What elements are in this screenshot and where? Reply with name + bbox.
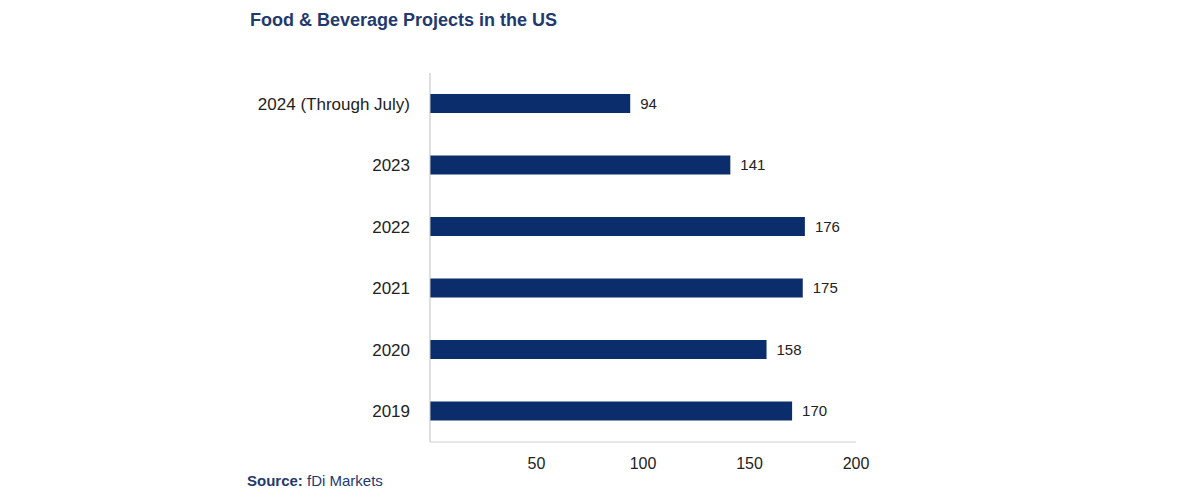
svg-text:158: 158 [777,341,802,358]
html-text:Food & Beverage Projects in th: Food & Beverage Projects in the US [250,10,558,30]
svg-text:2019: 2019 [372,402,410,421]
svg-text:150: 150 [736,455,763,472]
svg-text:2023: 2023 [372,156,410,175]
svg-text:94: 94 [640,95,657,112]
svg-text:170: 170 [802,402,827,419]
svg-text:2022: 2022 [372,218,410,237]
svg-text:2021: 2021 [372,279,410,298]
svg-text:141: 141 [740,156,765,173]
svg-text:2020: 2020 [372,341,410,360]
svg-text:175: 175 [813,279,838,296]
svg-text:2024 (Through July): 2024 (Through July) [258,95,410,114]
svg-text:50: 50 [528,455,546,472]
html-text:Source: fDi Markets: Source: fDi Markets [247,472,383,489]
svg-text:176: 176 [815,218,840,235]
svg-text:200: 200 [843,455,870,472]
svg-text:100: 100 [630,455,657,472]
